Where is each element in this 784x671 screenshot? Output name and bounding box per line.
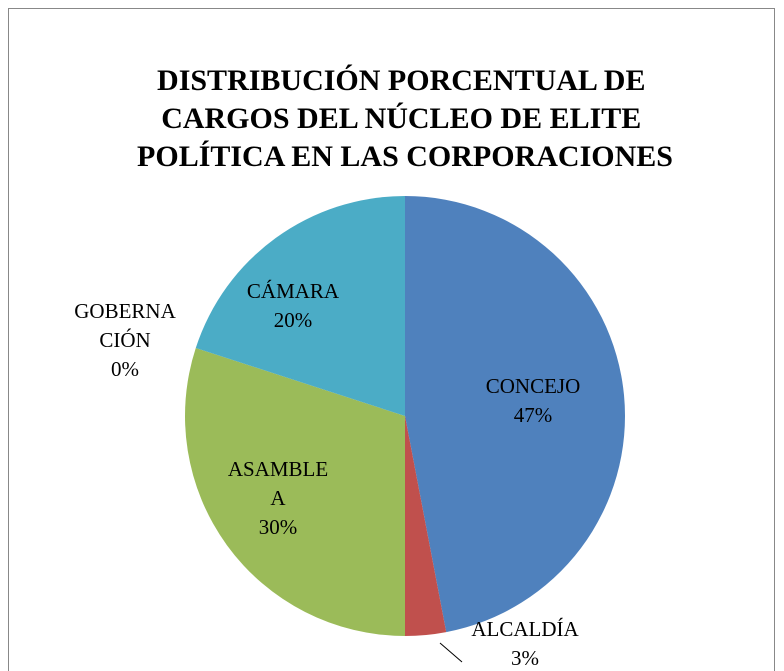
slice-label: CÁMARA: [247, 279, 340, 303]
slice-value-label: 0%: [111, 357, 139, 381]
pie-slice: [195, 196, 405, 416]
slice-value-label: 3%: [511, 646, 539, 670]
pie-slice: [184, 348, 405, 636]
chart-title: DISTRIBUCIÓN PORCENTUAL DE CARGOS DEL NÚ…: [137, 64, 673, 173]
slice-value-label: 47%: [514, 403, 553, 427]
slice-value-label: 20%: [274, 308, 313, 332]
slice-label: ASAMBLE A: [228, 457, 328, 510]
slice-label: CONCEJO: [486, 374, 581, 398]
leader-line: [439, 642, 463, 663]
slice-label: ALCALDÍA: [471, 617, 579, 641]
pie-slice: [405, 196, 625, 633]
slice-value-label: 30%: [259, 515, 298, 539]
pie-slice: [405, 416, 447, 636]
slice-label: GOBERNA CIÓN: [74, 299, 176, 352]
